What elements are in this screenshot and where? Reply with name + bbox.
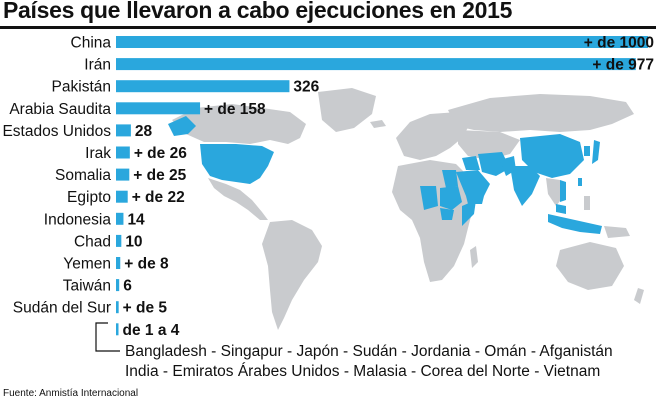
map-pakistan [500,156,516,176]
category-label: Pakistán [52,79,111,96]
category-label: Yemen [63,256,111,273]
bar [116,102,201,115]
category-label: Estados Unidos [2,123,111,140]
value-label: + de 5 [123,300,168,317]
map-sudan [440,186,462,210]
bar [116,124,131,137]
value-label: 10 [125,233,142,250]
map-south-sudan [440,208,454,220]
map-iraq [462,156,480,170]
value-label: 14 [127,211,145,228]
title-underline [0,26,656,29]
map-iran [478,152,510,176]
category-label: Irán [84,57,111,74]
map-indonesia [548,214,602,234]
map-southeast-asia [546,178,564,206]
source-note: Fuente: Anmistía Internacional [3,388,139,399]
category-label: Taiwán [63,278,111,295]
bar [116,80,290,93]
bar [116,301,119,314]
map-canada [172,104,306,144]
map-europe [396,112,470,160]
category-label: Egipto [67,189,111,206]
category-label: Indonesia [44,211,112,228]
category-label: Chad [74,233,111,250]
map-japan [592,140,600,164]
other-countries-line-2: India - Emiratos Árabes Unidos - Malasia… [125,363,601,380]
map-vietnam [560,180,566,202]
value-label: 28 [135,123,153,140]
map-yemen [466,196,484,204]
map-india [510,166,540,206]
value-label: + de 1000 [584,35,654,52]
map-new-guinea [604,226,630,238]
map-china [520,134,584,178]
bar [116,146,130,159]
category-label: Irak [85,145,111,162]
map-mexico [208,178,268,220]
map-australia [556,242,624,290]
category-label: Arabia Saudita [9,101,111,118]
map-greenland [318,88,376,132]
value-label: de 1 a 4 [123,322,180,339]
bar [116,190,128,203]
value-label: + de 8 [124,256,169,273]
map-new-zealand [634,288,644,304]
map-alaska [168,116,196,136]
other-countries-line-1: Bangladesh - Singapur - Japón - Sudán - … [125,343,613,360]
value-label: + de 25 [133,167,186,184]
value-label: + de 26 [134,145,187,162]
bar [116,257,121,269]
map-central-asia [458,130,520,160]
value-label: 6 [123,278,132,295]
bar [116,234,122,247]
category-label: Sudán del Sur [13,300,111,317]
map-malaysia [556,204,566,214]
category-label: Somalia [55,167,111,184]
category-label: China [71,35,112,52]
map-iceland [370,120,386,128]
map-chad [420,186,438,210]
value-label: + de 158 [204,101,266,118]
map-korea [584,146,590,156]
map-saudi-arabia [456,170,490,196]
value-label: + de 22 [132,189,185,206]
map-usa [200,144,274,184]
bar [116,58,636,71]
map-madagascar [470,246,478,268]
value-label: 326 [293,79,319,96]
bar [116,323,119,336]
map-taiwan [578,178,582,186]
map-philippines [584,196,590,210]
map-somalia [462,200,476,226]
bar [116,168,130,181]
map-egypt [442,170,458,188]
chart-title: Países que llevaron a cabo ejecuciones e… [3,0,513,23]
bar [116,279,120,292]
bar [116,36,648,48]
map-russia [448,94,634,132]
map-south-america [262,220,322,330]
bar [116,212,124,225]
value-label: + de 977 [592,57,654,74]
